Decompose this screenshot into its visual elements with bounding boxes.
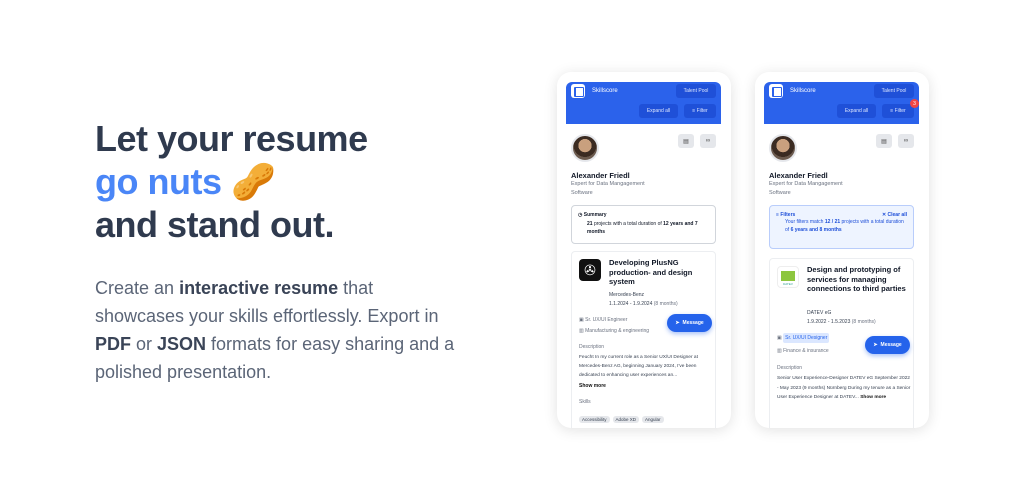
sidebar-toggle-icon[interactable] [571,84,585,98]
avatar [571,134,599,162]
resume-preview-summary: Skillscore Talent Pool Expand all ≡ Filt… [557,72,731,428]
hero-description: Create an interactive resume that showca… [95,278,455,382]
profile-subtitle: Software [769,190,791,196]
datev-logo: DATEV [777,266,799,288]
filter-button[interactable]: ≡ Filter [684,104,716,118]
expand-all-button[interactable]: Expand all [837,104,876,118]
project-card[interactable]: DATEV Design and prototyping of services… [769,258,914,428]
pdf-export-icon[interactable]: ▤ [678,134,694,148]
role: ▣ Sr. UX/UI Engineer [579,317,628,323]
profile-title: Expert for Data Mangagement [769,181,843,187]
industry: ▥ Finance & insurance [777,348,829,354]
skills-label: Skills [579,399,591,405]
description-text: Senior User Experience-Designer DATEV eG… [777,376,911,400]
app-header: Skillscore Talent Pool Expand all ≡ Filt… [566,82,721,124]
message-button[interactable]: ➤ Message [865,336,910,354]
project-title: Design and prototyping of services for m… [807,265,906,293]
resume-preview-filtered: Skillscore Talent Pool Expand all ≡ Filt… [755,72,929,428]
brand-name: Skillscore [592,88,618,94]
filters-box: ≡ Filters ✕ Clear all Your filters match … [769,205,914,249]
role: ▣ Sr. UX/UI Designer [777,333,830,343]
clear-all-button[interactable]: ✕ Clear all [881,212,907,218]
app-header: Skillscore Talent Pool Expand all ≡ Filt… [764,82,919,124]
send-icon: ➤ [675,320,680,326]
profile-title: Expert for Data Mangagement [571,181,645,187]
show-more-link[interactable]: Show more [579,383,606,389]
skill-tag: Adobe XD [612,416,640,423]
send-icon: ➤ [873,342,878,348]
summary-box: ◷ Summary 21 projects with a total durat… [571,205,716,244]
filter-icon: ≡ [776,212,779,218]
filter-count-badge: 3 [910,99,919,108]
link-icon[interactable]: ∞ [700,134,716,148]
avatar [769,134,797,162]
headline-line-2: go nuts [95,161,222,202]
profile-subtitle: Software [571,190,593,196]
talent-pool-button[interactable]: Talent Pool [676,84,716,98]
brand-name: Skillscore [790,88,816,94]
headline-line-1: Let your resume [95,118,368,159]
skill-tag: Accessibility [579,416,610,423]
profile-name: Alexander Friedl [571,171,630,180]
project-card[interactable]: ✇ Developing PlusNG production- and desi… [571,251,716,428]
clock-icon: ◷ [578,212,583,218]
talent-pool-button[interactable]: Talent Pool [874,84,914,98]
filter-button[interactable]: ≡ Filter [882,104,914,118]
link-icon[interactable]: ∞ [898,134,914,148]
description-text: Feucht In my current role as a Senior UX… [579,355,698,378]
industry: ▥ Manufacturing & engineering [579,328,650,334]
profile-name: Alexander Friedl [769,171,828,180]
hero-headline: Let your resume go nuts 🥜 and stand out. [95,117,368,246]
show-more-link[interactable]: Show more [860,395,887,400]
headline-line-3: and stand out. [95,204,334,245]
mercedes-logo-icon: ✇ [579,259,601,281]
description-label: Description [777,365,803,371]
company: Mercedes-Benz [609,292,645,298]
project-dates: 1.9.2022 - 1.5.2023 [807,319,851,325]
sidebar-toggle-icon[interactable] [769,84,783,98]
pdf-export-icon[interactable]: ▤ [876,134,892,148]
skill-tag: Angular [642,416,664,423]
description-label: Description [579,344,605,350]
message-button[interactable]: ➤ Message [667,314,712,332]
project-dates: 1.1.2024 - 1.9.2024 [609,301,653,307]
expand-all-button[interactable]: Expand all [639,104,678,118]
skills-list: Accessibility Adobe XD Angular [579,408,667,426]
company: DATEV eG [807,310,832,316]
peanut-icon: 🥜 [231,161,276,202]
project-title: Developing PlusNG production- and design… [609,258,693,286]
